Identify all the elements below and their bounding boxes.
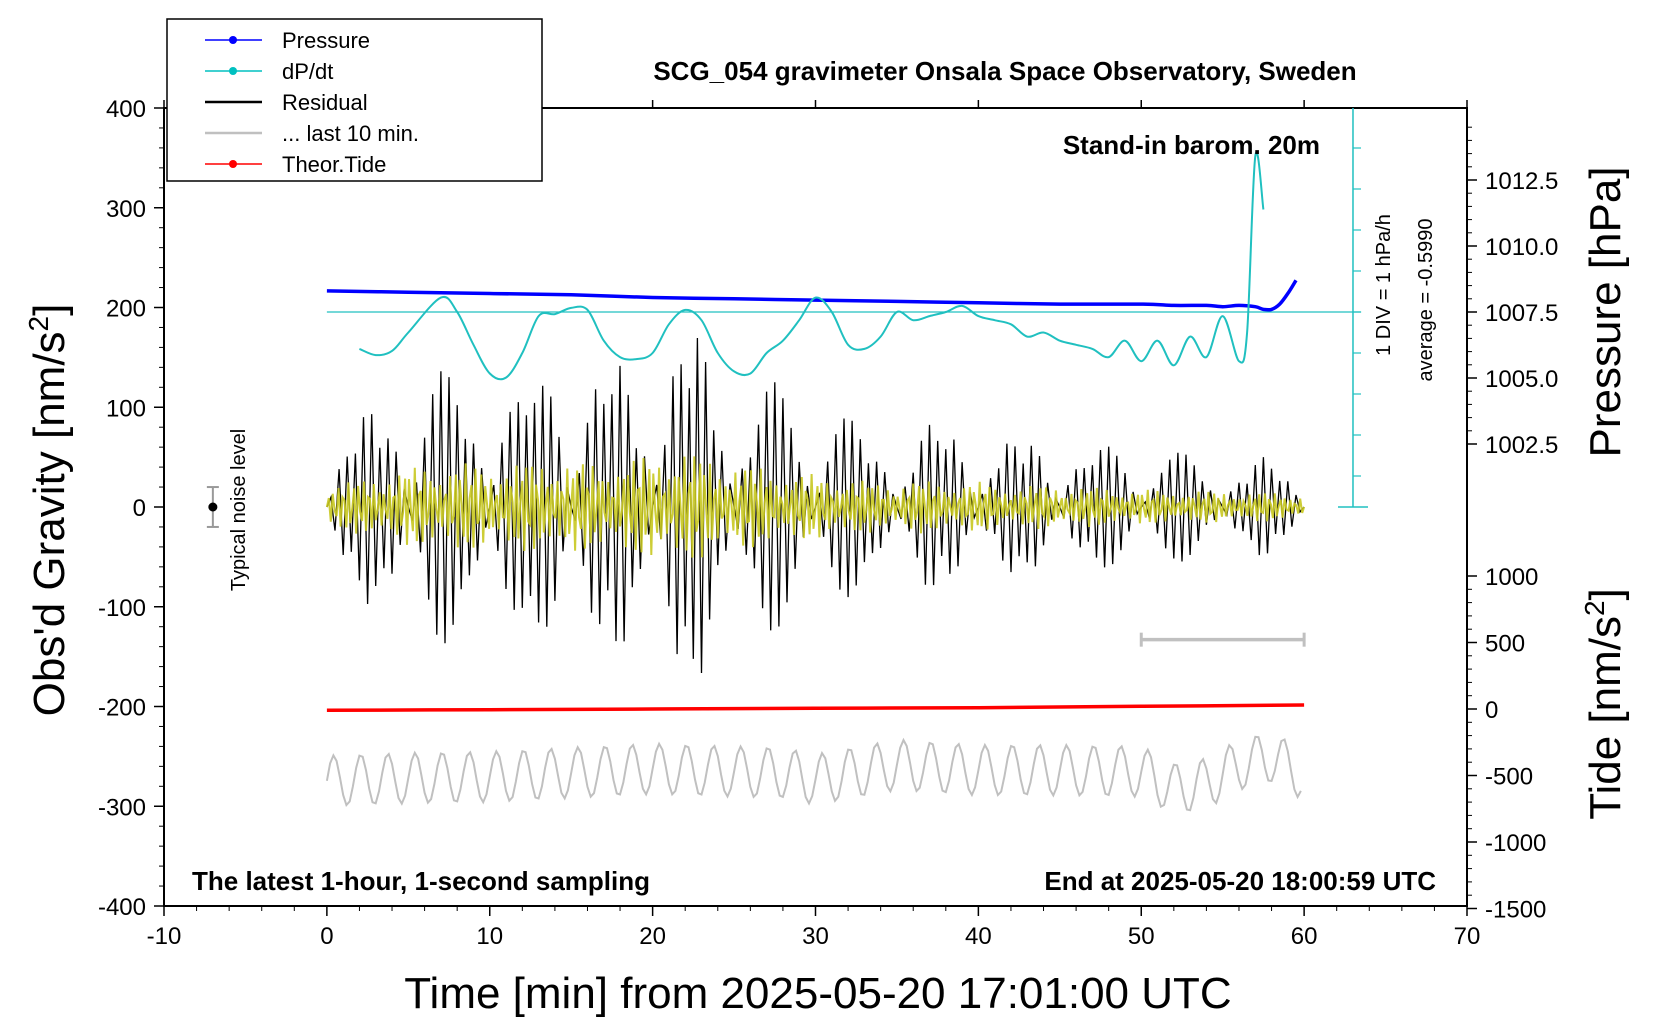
y-axis-title-left-main: Obs'd Gravity [nm/s [25, 331, 74, 716]
x-tick-label: 60 [1291, 923, 1318, 950]
y-tick-label: -400 [98, 894, 146, 921]
x-tick-label: 50 [1128, 923, 1155, 950]
noise-label: Typical noise level [228, 429, 250, 591]
y-axis-title-tide-sup: 2 [1579, 600, 1610, 616]
tide-line [326, 703, 1305, 713]
y-axis-title-tide-main: Tide [nm/s [1581, 616, 1630, 820]
x-tick-label: 0 [320, 923, 333, 950]
legend-box [166, 18, 543, 182]
legend: Pressure dP/dt Residual ... last 10 min. The… [205, 28, 419, 177]
y-tick-label: 200 [106, 296, 146, 323]
chart-title: SCG_054 gravimeter Onsala Space Observat… [653, 56, 1356, 86]
pressure-line [326, 279, 1298, 312]
x-tick-label: 40 [965, 923, 992, 950]
pressure-tick-label: 1002.5 [1485, 432, 1558, 459]
noise-dot [208, 502, 218, 512]
y-axis-title-left-close: ] [25, 304, 74, 316]
pressure-tick-label: 1012.5 [1485, 168, 1558, 195]
x-tick-label: 30 [802, 923, 829, 950]
dpdt-line [359, 151, 1265, 381]
legend-marker [229, 67, 237, 75]
legend-marker [229, 160, 237, 168]
y-tick-label: 300 [106, 196, 146, 223]
tide-tick-label: 500 [1485, 631, 1525, 658]
pressure-tick-label: 1007.5 [1485, 300, 1558, 327]
legend-label: Theor.Tide [282, 152, 386, 177]
y-tick-label: 400 [106, 96, 146, 123]
average-label: average = -0.5990 [1415, 219, 1437, 382]
legend-label: ... last 10 min. [282, 121, 419, 146]
x-axis-title: Time [min] from 2025-05-20 17:01:00 UTC [404, 969, 1231, 1018]
div-label: 1 DIV = 1 hPa/h [1373, 214, 1395, 356]
end-time-label: End at 2025-05-20 18:00:59 UTC [1044, 866, 1436, 896]
x-tick-label: 70 [1454, 923, 1481, 950]
y-axis-title-pressure: Pressure [hPa] [1581, 166, 1630, 457]
pressure-tick-label: 1010.0 [1485, 234, 1558, 261]
tide-tick-label: -500 [1485, 764, 1533, 791]
y-axis-title-left: Obs'd Gravity [nm/s2] [23, 304, 74, 717]
legend-marker [229, 36, 237, 44]
stand-in-label: Stand-in barom. 20m [1063, 130, 1320, 160]
y-tick-label: -300 [98, 794, 146, 821]
y-axis-title-tide-close: ] [1581, 588, 1630, 600]
y-axis-title-tide: Tide [nm/s2] [1579, 588, 1630, 820]
x-tick-label: -10 [147, 923, 182, 950]
tide-tick-label: 1000 [1485, 564, 1538, 591]
x-tick-label: 20 [639, 923, 666, 950]
x-tick-label: 10 [476, 923, 503, 950]
plot-layer [206, 151, 1362, 812]
axis-layer: -10 0 10 20 30 40 50 60 704003002001000-100-200-… [98, 96, 1558, 950]
legend-label: Residual [282, 90, 368, 115]
tide-tick-label: 0 [1485, 697, 1498, 724]
y-tick-label: 0 [133, 495, 146, 522]
y-tick-label: -100 [98, 595, 146, 622]
residual-filtered-line [325, 456, 1306, 558]
last10-line [325, 735, 1302, 812]
latest-hour-label: The latest 1-hour, 1-second sampling [192, 866, 650, 896]
tide-tick-label: -1500 [1485, 897, 1546, 924]
legend-label: dP/dt [282, 59, 333, 84]
y-tick-label: -200 [98, 695, 146, 722]
tide-tick-label: -1000 [1485, 830, 1546, 857]
legend-label: Pressure [282, 28, 370, 53]
pressure-tick-label: 1005.0 [1485, 366, 1558, 393]
y-tick-label: 100 [106, 395, 146, 422]
y-axis-title-left-sup: 2 [23, 316, 54, 332]
